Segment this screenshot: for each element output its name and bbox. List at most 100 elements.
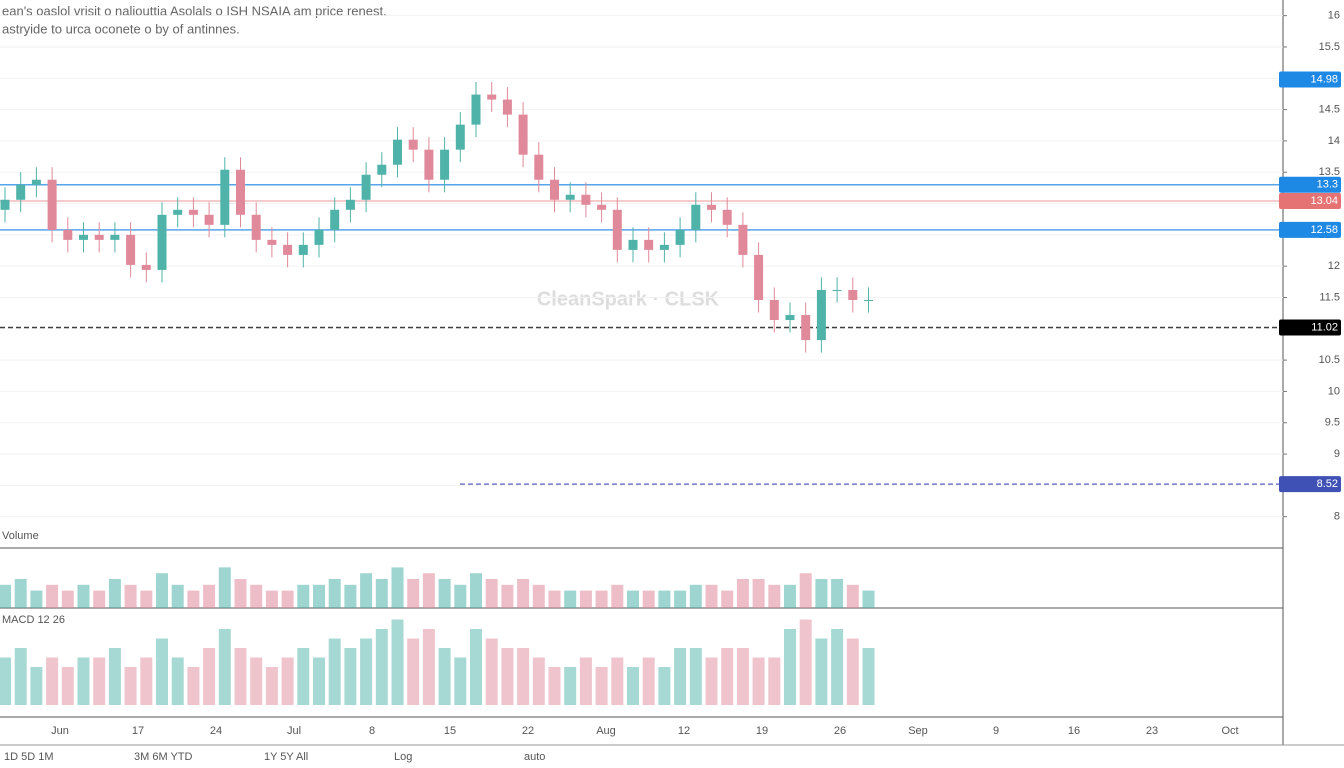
chart-layer: 1615.51514.51413.51312.51211.51110.5109.… [0,10,1341,763]
candle-body [502,99,512,115]
toolbar-button[interactable]: Log [394,751,412,763]
candle-body [188,209,198,215]
indicator-bar [485,638,498,705]
candle-body [79,234,88,240]
volume-bar [627,590,639,608]
x-tick-label: Sep [908,725,928,737]
candle-body [785,315,795,321]
price-tag-label: 12.58 [1310,224,1338,236]
candle-body [816,289,826,341]
candle-body [345,199,355,210]
indicator-bar [360,638,373,705]
candle-body [581,194,591,205]
toolbar-button[interactable]: 1Y 5Y All [264,751,308,763]
volume-bar [93,590,106,608]
volume-bar [689,584,702,608]
volume-bar [108,579,121,608]
candle-body [801,315,811,341]
x-tick-label: 23 [1146,725,1158,737]
indicator-bar [862,648,875,705]
volume-bar [297,584,310,608]
x-tick-label: Jun [51,725,69,737]
indicator-bar [705,657,718,705]
volume-bar [454,584,467,608]
indicator-bar [532,657,545,705]
candle-body [16,184,26,200]
volume-bar [784,584,796,608]
volume-bar [815,579,828,608]
volume-bar [846,584,859,608]
volume-bar [77,584,90,608]
candle-body [754,254,764,300]
candle-body [173,209,183,215]
y-tick-label: 10.5 [1319,354,1340,366]
indicator-bar [14,648,27,705]
volume-label: Volume [2,530,39,542]
indicator-bar [470,629,482,705]
volume-bar [391,567,404,608]
volume-bar [265,590,278,608]
indicator-bar [579,657,592,705]
candle-body [110,234,120,240]
price-tag-label: 14.98 [1310,73,1338,85]
x-tick-label: 24 [210,725,222,737]
candle-body [63,229,73,240]
indicator-bar [564,667,577,705]
indicator-bar [281,657,294,705]
volume-bar [218,567,231,608]
indicator-bar [438,648,451,705]
candle-body [377,164,387,175]
x-tick-label: 16 [1068,725,1080,737]
volume-bar [156,573,168,608]
volume-bar [61,590,74,608]
volume-bar [564,590,577,608]
indicator-bar [454,657,467,705]
indicator-label: MACD 12 26 [2,614,65,626]
x-tick-label: 15 [444,725,456,737]
volume-bar [799,573,812,608]
volume-bar [470,573,482,608]
price-tag [1279,176,1341,193]
candle-body [283,244,293,255]
candle-body [314,229,324,245]
indicator-bar [831,629,844,705]
candle-body [31,179,41,185]
candle-body [440,149,450,180]
y-tick-label: 9 [1334,448,1340,460]
indicator-bar [658,667,671,705]
candle-body [251,214,261,240]
volume-bar [642,590,655,608]
y-tick-label: 16 [1328,10,1340,22]
indicator-bar [736,648,749,705]
toolbar-button[interactable]: auto [524,751,545,763]
volume-bar [375,579,388,608]
indicator-bar [140,657,153,705]
indicator-bar [501,648,514,705]
header-subtitle: astryide to urca oconete o by of antinne… [2,21,240,36]
x-tick-label: Aug [596,725,616,737]
volume-bar [187,590,200,608]
indicator-bar [391,619,404,705]
y-tick-label: 13.5 [1319,166,1340,178]
candle-body [534,154,544,180]
toolbar-button[interactable]: 3M 6M YTD [134,751,193,763]
volume-bar [0,584,11,608]
price-tag-label: 8.52 [1317,478,1338,490]
y-tick-label: 10 [1328,385,1340,397]
indicator-bar [674,648,687,705]
indicator-bar [234,648,247,705]
volume-bar [328,579,341,608]
candle-body [126,234,136,265]
candle-body [204,214,214,225]
volume-bar [438,579,451,608]
toolbar-button[interactable]: 1D 5D 1M [4,751,54,763]
volume-bar [344,584,357,608]
candle-body [361,174,371,200]
indicator-bar [218,629,231,705]
volume-bar [30,590,43,608]
candle-body [267,239,277,245]
volume-bar [501,584,514,608]
indicator-bar [30,667,43,705]
